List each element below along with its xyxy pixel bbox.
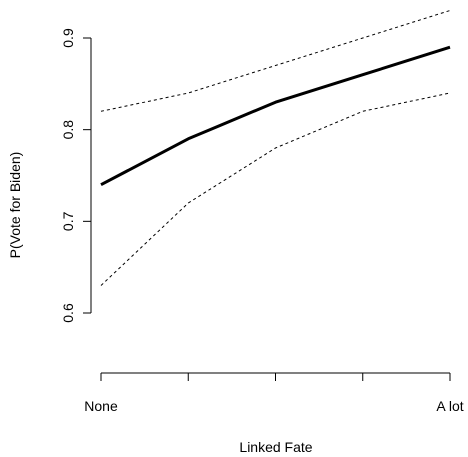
chart-lines (100, 10, 451, 286)
y-tick-label: 0.6 (60, 303, 76, 323)
x-axis-label: Linked Fate (239, 439, 312, 455)
estimate-line (100, 45, 451, 187)
x-tick-label: A lot (436, 398, 463, 414)
y-axis: 0.6 0.7 0.8 0.9 (60, 28, 92, 323)
x-tick-label: None (84, 398, 118, 414)
lower-bound-line (100, 92, 451, 286)
y-tick-label: 0.9 (60, 28, 76, 48)
y-tick-label: 0.8 (60, 120, 76, 140)
y-tick-label: 0.7 (60, 211, 76, 231)
y-axis-label: P(Vote for Biden) (7, 152, 23, 259)
x-axis: None A lot (84, 372, 464, 414)
upper-bound-line (100, 10, 451, 112)
